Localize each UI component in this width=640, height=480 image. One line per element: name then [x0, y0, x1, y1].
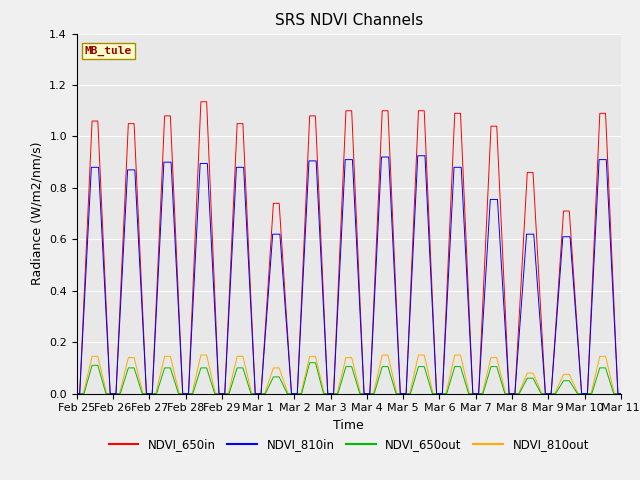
- X-axis label: Time: Time: [333, 419, 364, 432]
- Y-axis label: Radiance (W/m2/nm/s): Radiance (W/m2/nm/s): [31, 142, 44, 285]
- Title: SRS NDVI Channels: SRS NDVI Channels: [275, 13, 423, 28]
- Legend: NDVI_650in, NDVI_810in, NDVI_650out, NDVI_810out: NDVI_650in, NDVI_810in, NDVI_650out, NDV…: [104, 433, 594, 456]
- Text: MB_tule: MB_tule: [85, 46, 132, 57]
